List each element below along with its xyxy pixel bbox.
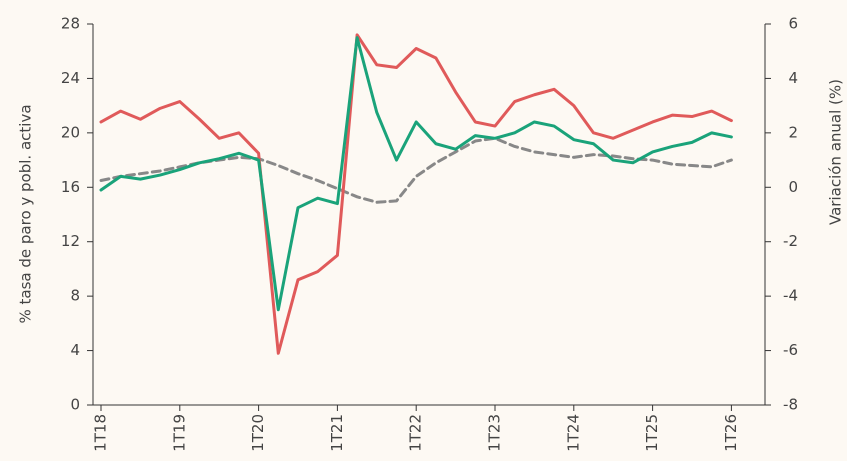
x-tick-label: 1T18 <box>92 414 110 452</box>
y2-tick-label: -2 <box>783 232 798 250</box>
y-axis-title: % tasa de paro y pobl. activa <box>17 104 35 323</box>
y2-tick-label: -4 <box>783 287 798 305</box>
y-tick-label: 24 <box>61 69 80 87</box>
y-tick-label: 20 <box>61 123 80 141</box>
y2-tick-label: 6 <box>788 15 798 33</box>
series-line <box>99 33 733 355</box>
x-tick-label: 1T22 <box>407 414 425 452</box>
y-tick-label: 4 <box>70 341 80 359</box>
x-tick-label: 1T20 <box>249 414 267 452</box>
y-tick-label: 8 <box>70 287 80 305</box>
y-tick-label: 16 <box>61 178 80 196</box>
x-tick-label: 1T24 <box>564 414 582 452</box>
y2-tick-label: -6 <box>783 341 798 359</box>
x-tick-label: 1T21 <box>328 414 346 452</box>
y2-tick-label: 4 <box>788 69 798 87</box>
x-tick-label: 1T26 <box>722 414 740 452</box>
y-tick-label: 0 <box>70 396 80 414</box>
y2-axis-title: Variación anual (%) <box>827 79 845 225</box>
y-tick-label: 28 <box>61 15 80 33</box>
y2-tick-label: -8 <box>783 396 798 414</box>
y2-tick-label: 2 <box>788 123 798 141</box>
x-tick-label: 1T23 <box>486 414 504 452</box>
y-tick-label: 12 <box>61 232 80 250</box>
series-line <box>99 36 733 312</box>
y2-tick-label: 0 <box>788 178 798 196</box>
x-tick-label: 1T19 <box>170 414 188 452</box>
x-tick-label: 1T25 <box>643 414 661 452</box>
